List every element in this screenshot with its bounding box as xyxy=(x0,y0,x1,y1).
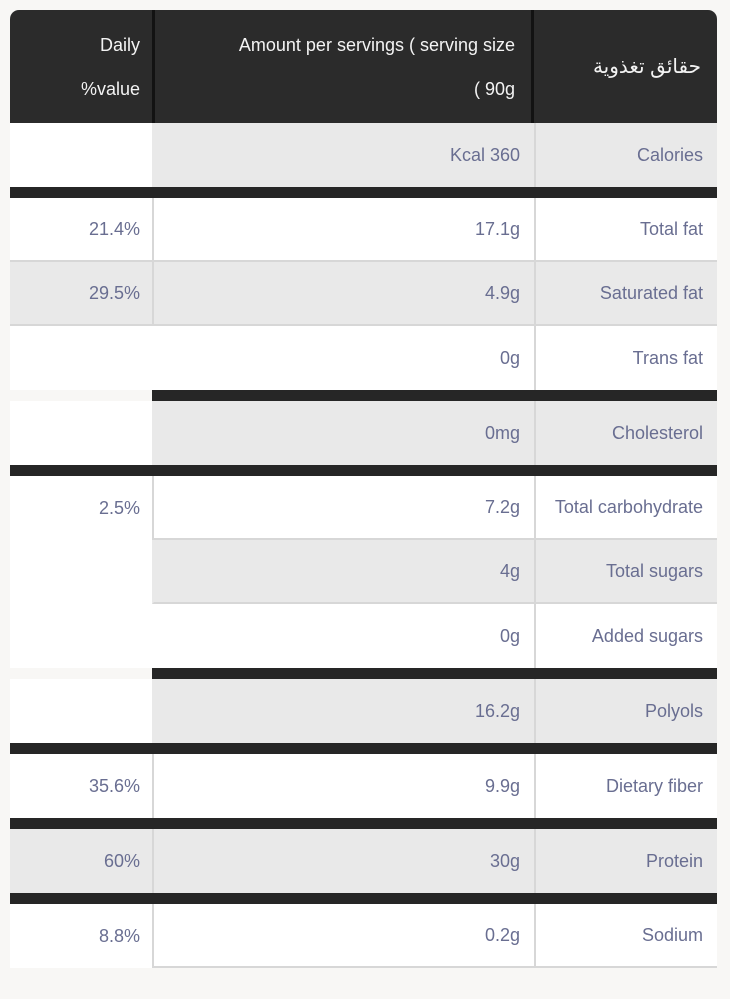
header-cell-amount-per-serving: Amount per servings ( serving size ( 90g xyxy=(152,10,534,123)
nutrient-name-cell: Cholesterol xyxy=(534,401,717,465)
section-divider-bar xyxy=(152,390,717,401)
amount-value: Kcal 360 xyxy=(449,145,520,165)
daily-value-cell xyxy=(10,123,152,187)
section-divider-bar xyxy=(10,743,717,754)
nutrition-facts-table: حقائق تغذوية Amount per servings ( servi… xyxy=(10,10,717,968)
daily-value-cell xyxy=(10,540,152,604)
amount-cell: 16.2g xyxy=(152,679,534,743)
daily-value-cell xyxy=(10,401,152,465)
nutrient-name: Sodium xyxy=(641,925,703,945)
daily-value: 2.5% xyxy=(98,498,140,518)
nutrient-name-cell: Calories xyxy=(534,123,717,187)
amount-header-line1: Amount per servings ( serving size xyxy=(238,34,515,55)
amount-value: 4.9g xyxy=(484,283,520,303)
table-row: Calories Kcal 360 xyxy=(10,123,717,187)
daily-value-cell: 29.5% xyxy=(10,262,152,326)
daily-value-cell: 2.5% xyxy=(10,476,152,540)
nutrient-name: Polyols xyxy=(644,701,703,721)
table-row: Cholesterol 0mg xyxy=(10,401,717,465)
table-header-row: حقائق تغذوية Amount per servings ( servi… xyxy=(10,10,717,123)
daily-value-cell xyxy=(10,604,152,668)
amount-value: 0g xyxy=(499,626,520,646)
nutrient-name-cell: Polyols xyxy=(534,679,717,743)
table-row: Saturated fat 4.9g 29.5% xyxy=(10,262,717,326)
amount-cell: 0mg xyxy=(152,401,534,465)
nutrient-name-cell: Saturated fat xyxy=(534,262,717,326)
daily-header-line2: %value xyxy=(80,78,140,99)
daily-value: 21.4% xyxy=(88,219,140,239)
amount-cell: 17.1g xyxy=(152,198,534,262)
daily-value-cell: 60% xyxy=(10,829,152,893)
header-cell-daily-value: Daily %value xyxy=(10,10,152,123)
nutrient-name: Total carbohydrate xyxy=(554,497,703,517)
amount-cell: 9.9g xyxy=(152,754,534,818)
nutrient-name: Total sugars xyxy=(605,561,703,581)
amount-header-line2: ( 90g xyxy=(473,78,515,99)
amount-value: 9.9g xyxy=(484,776,520,796)
nutrient-name: Calories xyxy=(636,145,703,165)
amount-value: 17.1g xyxy=(474,219,520,239)
daily-value-cell: 35.6% xyxy=(10,754,152,818)
table-row: Dietary fiber 9.9g 35.6% xyxy=(10,754,717,818)
amount-cell: 7.2g xyxy=(152,476,534,540)
nutrient-name: Total fat xyxy=(639,219,703,239)
amount-cell: 30g xyxy=(152,829,534,893)
nutrient-name: Dietary fiber xyxy=(605,776,703,796)
nutrient-name-cell: Protein xyxy=(534,829,717,893)
amount-cell: 4g xyxy=(152,540,534,604)
nutrient-name-cell: Dietary fiber xyxy=(534,754,717,818)
nutrient-name-cell: Total sugars xyxy=(534,540,717,604)
amount-cell: Kcal 360 xyxy=(152,123,534,187)
amount-cell: 0g xyxy=(152,326,534,390)
daily-value: 8.8% xyxy=(98,926,140,946)
nutrition-facts-title-arabic: حقائق تغذوية xyxy=(592,55,701,78)
daily-value-cell xyxy=(10,679,152,743)
daily-value-cell: 8.8% xyxy=(10,904,152,968)
section-divider-bar xyxy=(10,893,717,904)
amount-cell: 0.2g xyxy=(152,904,534,968)
amount-value: 30g xyxy=(489,851,520,871)
table-body: Calories Kcal 360 Total fat 17.1g 21.4% … xyxy=(10,123,717,968)
daily-value-cell xyxy=(10,326,152,390)
table-row: Trans fat 0g xyxy=(10,326,717,390)
section-divider-bar xyxy=(10,465,717,476)
nutrient-name-cell: Added sugars xyxy=(534,604,717,668)
nutrient-name: Saturated fat xyxy=(599,283,703,303)
daily-header-line1: Daily xyxy=(99,34,140,55)
amount-value: 16.2g xyxy=(474,701,520,721)
table-row: Total carbohydrate 7.2g 2.5% xyxy=(10,476,717,540)
daily-value: 60% xyxy=(103,851,140,871)
section-divider-bar xyxy=(10,818,717,829)
amount-value: 7.2g xyxy=(484,497,520,517)
table-row: Polyols 16.2g xyxy=(10,679,717,743)
amount-cell: 0g xyxy=(152,604,534,668)
table-row: Total sugars 4g xyxy=(10,540,717,604)
table-row: Total fat 17.1g 21.4% xyxy=(10,198,717,262)
daily-value: 35.6% xyxy=(88,776,140,796)
section-divider-bar xyxy=(152,668,717,679)
nutrient-name-cell: Sodium xyxy=(534,904,717,968)
section-divider-bar xyxy=(10,187,717,198)
nutrient-name: Added sugars xyxy=(591,626,703,646)
daily-value-cell: 21.4% xyxy=(10,198,152,262)
amount-value: 0g xyxy=(499,348,520,368)
amount-cell: 4.9g xyxy=(152,262,534,326)
amount-value: 4g xyxy=(499,561,520,581)
nutrient-name-cell: Trans fat xyxy=(534,326,717,390)
table-row: Sodium 0.2g 8.8% xyxy=(10,904,717,968)
nutrient-name-cell: Total carbohydrate xyxy=(534,476,717,540)
table-row: Added sugars 0g xyxy=(10,604,717,668)
nutrient-name: Trans fat xyxy=(632,348,703,368)
daily-value: 29.5% xyxy=(88,283,140,303)
amount-value: 0mg xyxy=(484,423,520,443)
nutrient-name-cell: Total fat xyxy=(534,198,717,262)
nutrient-name: Cholesterol xyxy=(611,423,703,443)
header-cell-nutrition-facts-arabic: حقائق تغذوية xyxy=(534,10,717,123)
amount-value: 0.2g xyxy=(484,925,520,945)
table-row: Protein 30g 60% xyxy=(10,829,717,893)
nutrient-name: Protein xyxy=(645,851,703,871)
